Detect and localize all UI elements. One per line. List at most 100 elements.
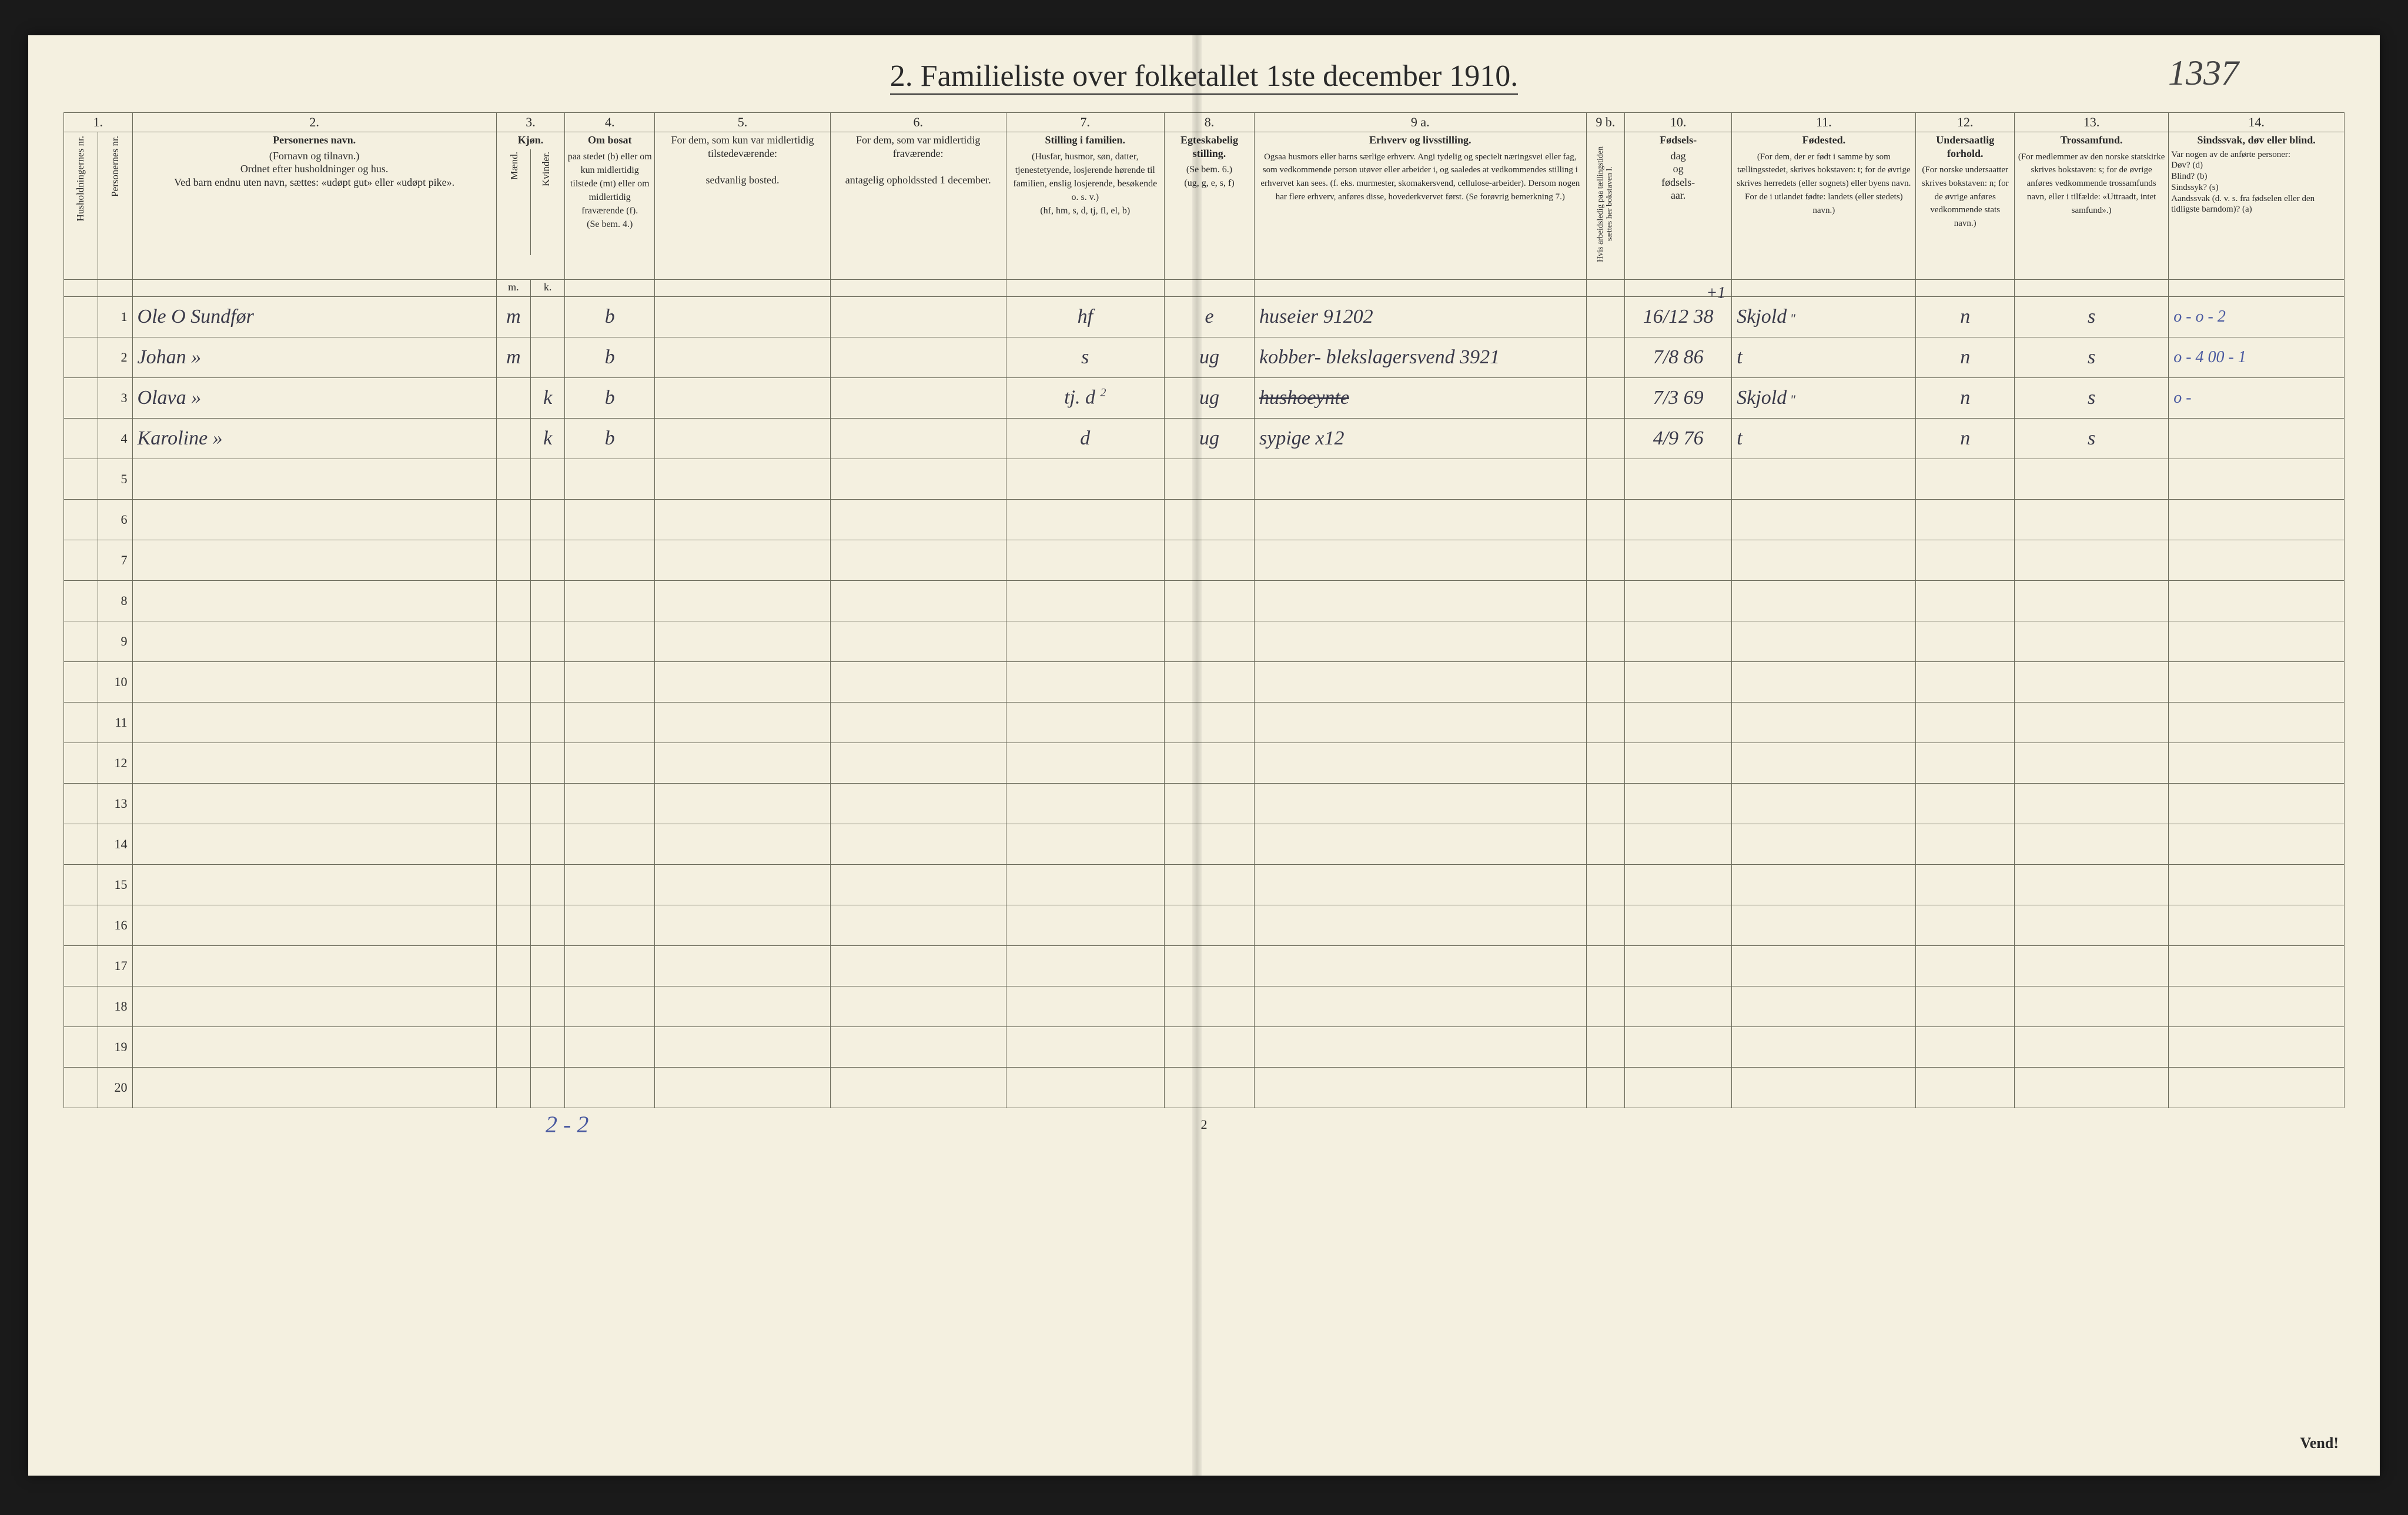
cell-fodested <box>1732 702 1916 743</box>
header-midlertidig-fravaerende: For dem, som var midlertidig fraværende:… <box>830 132 1006 280</box>
cell-fodsel <box>1625 702 1732 743</box>
cell-bosat: b <box>565 418 655 459</box>
cell-bosat <box>565 905 655 945</box>
table-row: 20 <box>64 1067 2345 1108</box>
colnum-13: 13. <box>2014 113 2168 132</box>
cell-midl-tilstede <box>655 743 831 783</box>
cell-name <box>132 905 496 945</box>
row-number: 20 <box>98 1067 132 1108</box>
cell-undersaat <box>1916 905 2015 945</box>
cell-midl-fravaer <box>830 580 1006 621</box>
cell-midl-tilstede <box>655 702 831 743</box>
cell-arbeidsledig <box>1586 986 1625 1026</box>
cell-tros <box>2014 1026 2168 1067</box>
cell-tros: s <box>2014 296 2168 337</box>
cell-bosat <box>565 459 655 499</box>
cell-fodsel <box>1625 499 1732 540</box>
cell-egte: ug <box>1165 418 1255 459</box>
cell-sex-k <box>530 459 564 499</box>
cell-tros <box>2014 905 2168 945</box>
cell-arbeidsledig <box>1586 1067 1625 1108</box>
colnum-2: 2. <box>132 113 496 132</box>
cell-bosat <box>565 621 655 661</box>
cell-undersaat: n <box>1916 418 2015 459</box>
cell-erhverv <box>1255 459 1587 499</box>
cell-undersaat <box>1916 499 2015 540</box>
cell-stilling <box>1006 986 1165 1026</box>
cell-bosat <box>565 499 655 540</box>
printed-page-number: 2 <box>28 1117 2380 1132</box>
cell-undersaat: n <box>1916 377 2015 418</box>
cell-erhverv <box>1255 824 1587 864</box>
cell-erhverv <box>1255 864 1587 905</box>
sub-m: m. <box>496 279 530 296</box>
cell-erhverv <box>1255 1026 1587 1067</box>
cell-fodsel: 7/3 69 <box>1625 377 1732 418</box>
cell-erhverv <box>1255 1067 1587 1108</box>
cell-name <box>132 1067 496 1108</box>
cell-sex-m <box>496 864 530 905</box>
cell-undersaat <box>1916 1067 2015 1108</box>
cell-bosat <box>565 1026 655 1067</box>
cell-bosat <box>565 580 655 621</box>
header-erhverv: Erhverv og livsstilling. Ogsaa husmors e… <box>1255 132 1587 280</box>
cell-erhverv <box>1255 580 1587 621</box>
cell-stilling <box>1006 702 1165 743</box>
table-row: 11 <box>64 702 2345 743</box>
cell-sex-k <box>530 540 564 580</box>
cell-midl-fravaer <box>830 296 1006 337</box>
cell-midl-tilstede <box>655 945 831 986</box>
cell-midl-fravaer <box>830 986 1006 1026</box>
row-number: 15 <box>98 864 132 905</box>
cell-undersaat <box>1916 540 2015 580</box>
cell-name <box>132 1026 496 1067</box>
table-row: 16 <box>64 905 2345 945</box>
cell-sex-m <box>496 499 530 540</box>
cell-sex-k <box>530 905 564 945</box>
cell-tros <box>2014 986 2168 1026</box>
cell-stilling: hf <box>1006 296 1165 337</box>
cell-midl-fravaer <box>830 337 1006 377</box>
table-row: 19 <box>64 1026 2345 1067</box>
table-row: 8 <box>64 580 2345 621</box>
cell-egte <box>1165 621 1255 661</box>
cell-sinds <box>2169 418 2345 459</box>
row-number: 19 <box>98 1026 132 1067</box>
cell-sinds: o - o - 2 <box>2169 296 2345 337</box>
sub-k: k. <box>530 279 564 296</box>
cell-tros <box>2014 864 2168 905</box>
page-title: 2. Familieliste over folketallet 1ste de… <box>890 59 1519 95</box>
cell-arbeidsledig <box>1586 540 1625 580</box>
cell-midl-tilstede <box>655 905 831 945</box>
cell-bosat: b <box>565 296 655 337</box>
cell-fodested <box>1732 905 1916 945</box>
colnum-5: 5. <box>655 113 831 132</box>
cell-midl-tilstede <box>655 296 831 337</box>
cell-stilling: s <box>1006 337 1165 377</box>
cell-sinds <box>2169 540 2345 580</box>
cell-midl-fravaer <box>830 783 1006 824</box>
table-row: 7 <box>64 540 2345 580</box>
cell-bosat <box>565 661 655 702</box>
cell-arbeidsledig <box>1586 337 1625 377</box>
cell-egte <box>1165 459 1255 499</box>
table-row: 5 <box>64 459 2345 499</box>
cell-sex-k <box>530 864 564 905</box>
cell-midl-fravaer <box>830 377 1006 418</box>
cell-bosat: b <box>565 377 655 418</box>
cell-midl-tilstede <box>655 824 831 864</box>
cell-fodsel <box>1625 864 1732 905</box>
cell-stilling <box>1006 824 1165 864</box>
cell-midl-tilstede <box>655 459 831 499</box>
column-header-row: Husholdningernes nr. Personernes nr. Per… <box>64 132 2345 280</box>
cell-erhverv <box>1255 783 1587 824</box>
cell-erhverv <box>1255 743 1587 783</box>
cell-egte: e <box>1165 296 1255 337</box>
cell-fodsel <box>1625 459 1732 499</box>
cell-arbeidsledig <box>1586 459 1625 499</box>
row-number: 7 <box>98 540 132 580</box>
cell-sex-m <box>496 824 530 864</box>
cell-fodested <box>1732 661 1916 702</box>
cell-sinds <box>2169 621 2345 661</box>
row-number: 4 <box>98 418 132 459</box>
